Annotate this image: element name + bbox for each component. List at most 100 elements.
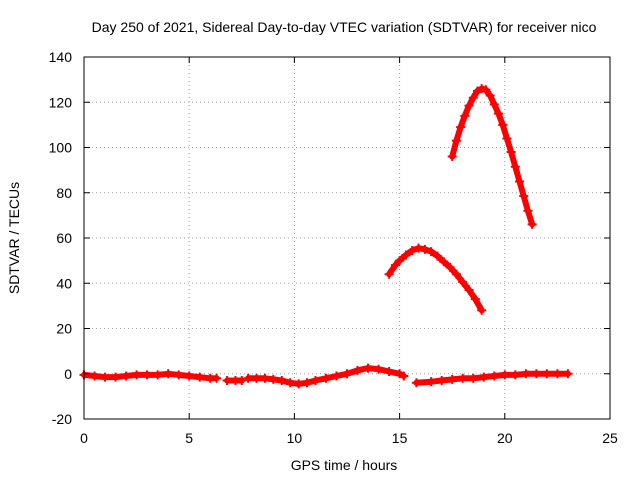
data-point — [184, 371, 194, 381]
data-point — [542, 369, 552, 379]
y-tick-label: 40 — [56, 275, 72, 291]
y-tick-label: 20 — [56, 321, 72, 337]
data-point — [464, 285, 474, 295]
data-point — [481, 85, 491, 95]
series-2 — [222, 376, 247, 386]
series-4 — [411, 369, 573, 388]
data-point — [456, 122, 466, 132]
data-point — [243, 373, 253, 383]
data-point — [527, 219, 537, 229]
data-point — [437, 376, 447, 386]
data-point — [510, 370, 520, 380]
data-point — [401, 250, 411, 260]
data-point — [399, 371, 409, 381]
data-point — [384, 269, 394, 279]
y-tick-label: 140 — [49, 49, 73, 65]
data-point — [90, 371, 100, 381]
data-point — [260, 373, 270, 383]
data-series — [79, 84, 573, 389]
grid-lines — [84, 57, 610, 419]
data-point — [519, 191, 529, 201]
data-point — [342, 369, 352, 379]
series-5 — [384, 243, 487, 315]
y-tick-label: 100 — [49, 140, 73, 156]
x-tick-label: 25 — [602, 430, 618, 446]
data-point — [489, 371, 499, 381]
data-point — [174, 370, 184, 380]
data-point — [310, 376, 320, 386]
data-point — [268, 374, 278, 384]
x-tick-label: 15 — [392, 430, 408, 446]
data-point — [477, 305, 487, 315]
data-point — [321, 373, 331, 383]
x-tick-label: 5 — [185, 430, 193, 446]
data-point — [426, 247, 436, 257]
data-point — [479, 372, 489, 382]
data-point — [390, 260, 400, 270]
data-point — [195, 372, 205, 382]
data-point — [111, 372, 121, 382]
data-point — [294, 379, 304, 389]
x-tick-label: 20 — [497, 430, 513, 446]
data-point — [439, 257, 449, 267]
data-point — [451, 269, 461, 279]
series-line-5 — [386, 245, 485, 314]
data-point — [277, 376, 287, 386]
data-point — [468, 93, 478, 103]
data-point — [237, 376, 247, 386]
data-point — [353, 365, 363, 375]
data-point — [285, 378, 295, 388]
data-point — [523, 206, 533, 216]
y-tick-label: 60 — [56, 230, 72, 246]
data-point — [252, 373, 262, 383]
data-point — [506, 147, 516, 157]
y-tick-label: 80 — [56, 185, 72, 201]
data-point — [142, 370, 152, 380]
x-tick-label: 10 — [287, 430, 303, 446]
series-6 — [447, 84, 537, 229]
data-point — [510, 162, 520, 172]
data-point — [498, 120, 508, 130]
data-point — [447, 152, 457, 162]
data-point — [132, 370, 142, 380]
data-point — [395, 256, 405, 266]
data-point — [493, 109, 503, 119]
data-point — [222, 376, 232, 386]
y-tick-label: 0 — [64, 366, 72, 382]
data-point — [414, 243, 424, 253]
data-point — [563, 369, 573, 379]
axis-ticks: 0 5 10 15 20 25 -20 0 20 40 60 80 100 120 140 — [49, 49, 618, 446]
data-point — [451, 136, 461, 146]
data-point — [384, 366, 394, 376]
data-point — [489, 100, 499, 110]
data-point — [331, 371, 341, 381]
data-point — [521, 369, 531, 379]
data-point — [458, 277, 468, 287]
data-point — [426, 377, 436, 387]
data-point — [460, 111, 470, 121]
data-point — [374, 364, 384, 374]
data-point — [477, 84, 487, 94]
data-point — [411, 378, 421, 388]
data-point — [447, 374, 457, 384]
data-point — [515, 176, 525, 186]
y-tick-label: -20 — [52, 411, 72, 427]
data-point — [432, 251, 442, 261]
data-point — [500, 370, 510, 380]
data-point — [363, 363, 373, 373]
data-point — [445, 262, 455, 272]
data-point — [552, 369, 562, 379]
data-point — [100, 372, 110, 382]
data-point — [458, 373, 468, 383]
chart-title: Day 250 of 2021, Sidereal Day-to-day VTE… — [92, 19, 597, 35]
series-3 — [243, 363, 409, 389]
data-point — [302, 378, 312, 388]
data-point — [531, 369, 541, 379]
data-point — [420, 244, 430, 254]
data-point — [212, 373, 222, 383]
data-point — [121, 371, 131, 381]
y-tick-label: 120 — [49, 94, 73, 110]
data-point — [468, 373, 478, 383]
data-point — [470, 294, 480, 304]
